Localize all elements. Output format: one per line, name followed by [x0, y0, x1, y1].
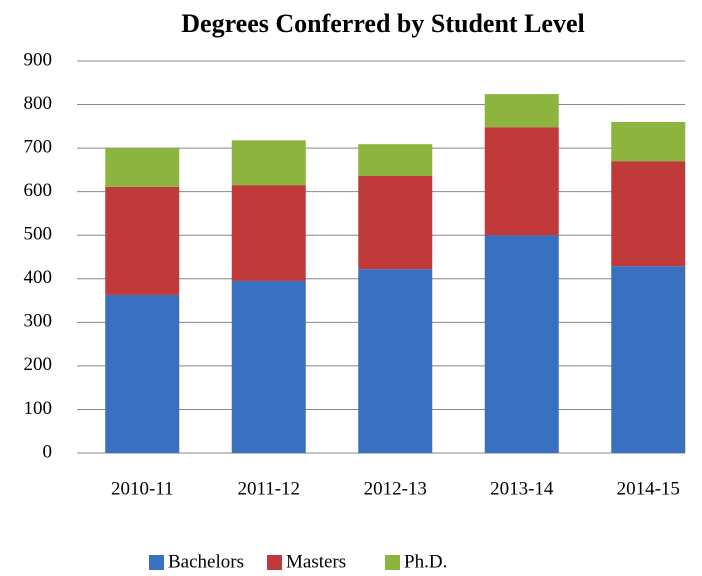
y-tick-label: 600: [24, 180, 53, 201]
legend-swatch: [385, 555, 400, 570]
y-tick-label: 0: [43, 441, 53, 462]
bar-segment: [358, 144, 433, 176]
y-tick-label: 400: [24, 267, 53, 288]
y-tick-label: 200: [24, 354, 53, 375]
bar-segment: [611, 121, 686, 162]
legend-label: Ph.D.: [404, 551, 447, 572]
bar-segment: [484, 94, 559, 128]
x-tick-label: 2012-13: [364, 478, 427, 499]
bar-segment: [231, 140, 306, 186]
bar-segment: [611, 161, 686, 267]
legend-swatch: [149, 555, 164, 570]
y-tick-label: 300: [24, 311, 53, 332]
bar-segment: [105, 148, 180, 187]
bar-segment: [231, 280, 306, 453]
chart-title: Degrees Conferred by Student Level: [181, 9, 584, 38]
bar-segment: [484, 127, 559, 236]
legend-swatch: [267, 555, 282, 570]
legend-label: Masters: [286, 551, 346, 572]
y-tick-label: 700: [24, 136, 53, 157]
bar-segment: [105, 186, 180, 295]
bar-segment: [358, 175, 433, 270]
x-tick-label: 2013-14: [490, 478, 554, 499]
y-tick-label: 800: [24, 93, 53, 114]
bar-segment: [231, 185, 306, 281]
bar-segment: [484, 235, 559, 453]
x-tick-label: 2014-15: [617, 478, 680, 499]
y-tick-label: 900: [24, 49, 53, 70]
y-tick-label: 500: [24, 224, 53, 245]
legend-label: Bachelors: [168, 551, 244, 572]
y-tick-label: 100: [24, 398, 53, 419]
bar-segment: [358, 269, 433, 453]
bar-segment: [611, 266, 686, 453]
bar-segment: [105, 294, 180, 453]
x-tick-label: 2011-12: [237, 478, 300, 499]
x-tick-label: 2010-11: [111, 478, 174, 499]
